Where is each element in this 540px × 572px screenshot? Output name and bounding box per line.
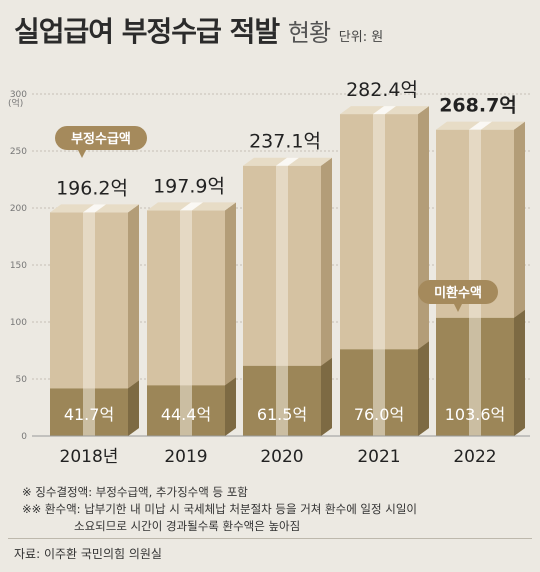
remain-value-label-4: 103.6억 xyxy=(445,405,506,424)
remain-value-label-0: 41.7억 xyxy=(64,405,114,424)
chart-title-sub: 현황 xyxy=(287,19,331,47)
footnote-1: ※ 징수결정액: 부정수급액, 추가징수액 등 포함 xyxy=(22,485,248,499)
legend-callout-remain-pointer xyxy=(454,304,462,312)
bar-remain-side-2 xyxy=(321,357,332,436)
unit-label: 단위: 원 xyxy=(338,30,384,45)
remain-value-label-2: 61.5억 xyxy=(257,405,307,424)
bar-remain-side-1 xyxy=(225,377,236,436)
bar-total-side-0 xyxy=(128,204,139,436)
legend-callout-remain-bg xyxy=(418,280,498,304)
source-note: 자료: 이주환 국민의힘 의원실 xyxy=(14,547,162,561)
bar-chart: 0 50 100 150 200 250 300 196.2억 41.7억 2018년 197.9억… xyxy=(10,79,530,467)
bar-tape-top-2 xyxy=(276,157,299,166)
legend-callout-total xyxy=(55,126,147,158)
remain-value-label-3: 76.0억 xyxy=(354,405,404,424)
legend-callout-total-bg xyxy=(55,126,147,150)
bar-group-0 xyxy=(50,204,139,436)
y-axis-label: (억) xyxy=(8,99,24,109)
total-value-label-0: 196.2억 xyxy=(56,177,128,199)
bar-tape-3 xyxy=(373,114,385,437)
total-value-label-4: 268.7억 xyxy=(439,95,517,117)
x-tick-label-1: 2019 xyxy=(164,447,207,467)
y-tick-label-50: 50 xyxy=(16,375,28,385)
bar-tape-2 xyxy=(276,165,288,436)
bar-tape-top-3 xyxy=(373,106,396,115)
bar-remain-side-0 xyxy=(128,380,139,436)
bar-group-1 xyxy=(147,202,236,436)
bar-group-2 xyxy=(243,157,332,436)
legend-callout-total-label: 부정수급액 xyxy=(71,131,131,147)
bar-remain-side-3 xyxy=(418,341,429,436)
bar-group-3 xyxy=(340,106,429,437)
bar-tape-top-0 xyxy=(83,204,106,213)
x-tick-label-4: 2022 xyxy=(453,447,496,467)
y-tick-label-250: 250 xyxy=(10,147,27,157)
total-value-label-3: 282.4억 xyxy=(346,79,418,101)
chart-title-main: 실업급여 부정수급 적발 xyxy=(14,15,280,48)
bar-remain-side-4 xyxy=(514,309,525,436)
legend-callout-total-pointer xyxy=(78,150,86,158)
total-value-label-1: 197.9억 xyxy=(153,175,225,197)
y-tick-label-200: 200 xyxy=(10,204,27,214)
x-tick-label-0: 2018년 xyxy=(60,447,119,467)
chart-title: 실업급여 부정수급 적발 현황 단위: 원 xyxy=(14,10,383,50)
bar-tape-0 xyxy=(83,212,95,436)
footnote-3: 소요되므로 시간이 경과될수록 환수액은 높아짐 xyxy=(74,519,301,533)
y-tick-label-0: 0 xyxy=(21,432,27,442)
x-tick-label-2: 2020 xyxy=(260,447,303,467)
y-tick-label-150: 150 xyxy=(10,261,27,271)
x-tick-label-3: 2021 xyxy=(357,447,400,467)
y-tick-label-300: 300 xyxy=(10,90,27,100)
legend-callout-remain-label: 미환수액 xyxy=(434,285,482,301)
legend-callout-remain xyxy=(418,280,498,312)
bar-tape-top-4 xyxy=(469,121,492,130)
y-tick-label-100: 100 xyxy=(10,318,27,328)
footnote-2: ※※ 환수액: 납부기한 내 미납 시 국세체납 처분절차 등을 거쳐 환수에 … xyxy=(22,502,417,516)
bar-total-side-1 xyxy=(225,202,236,436)
total-value-label-2: 237.1억 xyxy=(249,131,321,153)
bar-group-4 xyxy=(436,121,525,436)
divider xyxy=(8,538,532,539)
footnotes: ※ 징수결정액: 부정수급액, 추가징수액 등 포함 ※※ 환수액: 납부기한 … xyxy=(22,484,417,535)
bar-tape-1 xyxy=(180,210,192,436)
bar-tape-top-1 xyxy=(180,202,203,211)
remain-value-label-1: 44.4억 xyxy=(161,405,211,424)
